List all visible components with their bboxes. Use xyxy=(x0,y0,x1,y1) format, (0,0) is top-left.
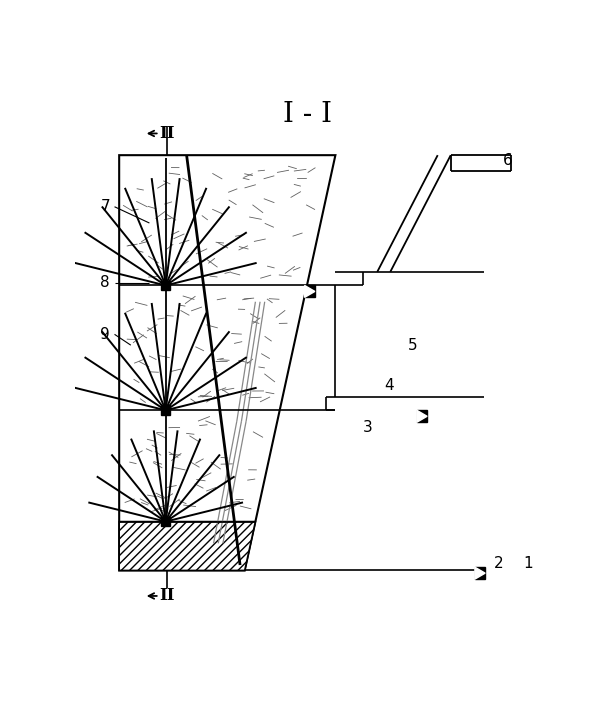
Text: 5: 5 xyxy=(407,338,417,352)
Text: 1: 1 xyxy=(524,556,533,571)
Bar xyxy=(417,410,427,422)
Text: 4: 4 xyxy=(384,379,394,393)
Text: 2: 2 xyxy=(493,556,503,571)
Text: 7: 7 xyxy=(100,200,110,214)
Polygon shape xyxy=(119,522,256,570)
Text: II: II xyxy=(159,125,175,142)
Text: I - I: I - I xyxy=(283,101,332,128)
Text: 6: 6 xyxy=(503,153,512,168)
Text: 8: 8 xyxy=(100,275,110,290)
Bar xyxy=(161,405,170,415)
Bar xyxy=(161,281,170,290)
Polygon shape xyxy=(475,568,485,579)
Polygon shape xyxy=(305,286,315,298)
Text: II: II xyxy=(159,587,175,604)
Bar xyxy=(305,286,315,298)
Text: 3: 3 xyxy=(364,420,373,435)
Text: 9: 9 xyxy=(100,327,110,342)
Polygon shape xyxy=(119,155,335,570)
Polygon shape xyxy=(417,410,427,422)
Bar xyxy=(161,517,170,527)
Bar xyxy=(475,568,485,579)
